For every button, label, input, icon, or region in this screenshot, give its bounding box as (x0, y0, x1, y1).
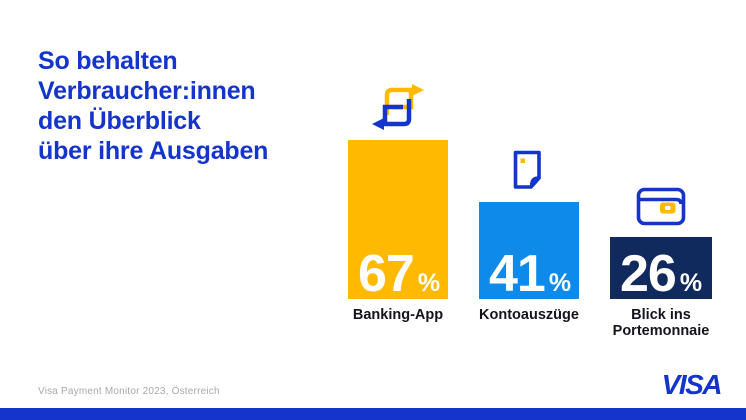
bar-value: 41 % (489, 245, 572, 304)
bar-value-unit: % (417, 269, 441, 298)
bar-value-unit: % (679, 269, 703, 298)
bar-label-kontoauszuege: Kontoauszüge (479, 307, 579, 323)
bar-value: 67 % (358, 245, 441, 304)
source-note: Visa Payment Monitor 2023, Österreich (38, 386, 220, 397)
bar-blick-ins-portemonnaie: 26 % (610, 237, 712, 304)
title-line: So behalten (38, 47, 178, 75)
bar-value-number: 67 (358, 245, 415, 304)
bar-value-unit: % (548, 269, 572, 298)
mobile-transfer-icon (372, 84, 424, 130)
title-line: den Überblick (38, 107, 201, 135)
bar-kontoauszuege: 41 % (479, 202, 579, 304)
footer-stripe (0, 408, 746, 420)
bar-value: 26 % (620, 245, 703, 304)
title-line: Verbraucher:innen (38, 77, 256, 105)
title-line: über ihre Ausgaben (38, 137, 269, 165)
bar-label-blick-ins-portemonnaie: Blick ins Portemonnaie (612, 307, 710, 340)
bar-banking-app: 67 % (348, 140, 448, 304)
bar-value-number: 41 (489, 245, 546, 304)
wallet-icon (636, 187, 686, 226)
page-title: So behalten Verbraucher:innen den Überbl… (38, 46, 268, 166)
visa-logo: VISA (661, 369, 723, 400)
bar-value-number: 26 (620, 245, 677, 304)
account-statement-icon (513, 150, 541, 189)
bar-label-banking-app: Banking-App (352, 307, 444, 323)
